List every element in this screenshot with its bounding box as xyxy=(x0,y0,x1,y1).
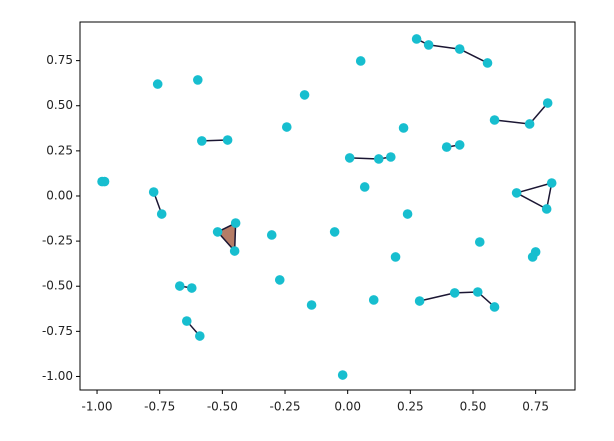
point xyxy=(402,209,413,219)
x-tick-label: -1.00 xyxy=(82,400,113,414)
edge xyxy=(516,192,548,210)
point xyxy=(174,281,185,291)
point xyxy=(148,187,159,197)
point xyxy=(390,252,401,262)
point xyxy=(482,58,493,68)
point xyxy=(99,176,110,187)
y-tick-label: -1.00 xyxy=(42,369,73,383)
point xyxy=(195,331,205,341)
edge xyxy=(494,119,530,125)
point xyxy=(152,79,163,89)
point xyxy=(299,90,310,100)
point xyxy=(546,178,557,188)
y-tick-label: 0.75 xyxy=(46,53,73,67)
x-tick-label: -0.25 xyxy=(269,400,300,414)
edge xyxy=(419,292,455,302)
point xyxy=(229,246,240,256)
point xyxy=(186,283,197,293)
point xyxy=(472,287,483,297)
point xyxy=(489,302,500,312)
point xyxy=(306,300,317,310)
point xyxy=(449,288,460,298)
x-tick-label: 0.00 xyxy=(334,400,361,414)
point xyxy=(274,275,285,285)
y-tick-label: 0.00 xyxy=(46,188,73,202)
point xyxy=(266,230,277,240)
point xyxy=(281,122,292,132)
point xyxy=(454,140,465,150)
point xyxy=(411,34,422,44)
point xyxy=(423,40,434,50)
y-tick-label: -0.50 xyxy=(42,279,73,293)
point xyxy=(527,252,538,262)
edge xyxy=(516,182,552,194)
point xyxy=(542,98,553,108)
point xyxy=(385,152,396,162)
y-tick-label: -0.75 xyxy=(42,324,73,338)
point xyxy=(222,135,233,145)
edge xyxy=(349,157,379,160)
point xyxy=(355,56,366,66)
point xyxy=(474,237,485,247)
point xyxy=(454,44,465,54)
y-tick-label: 0.25 xyxy=(46,143,73,157)
x-tick-label: 0.25 xyxy=(397,400,424,414)
point xyxy=(156,209,167,219)
point xyxy=(329,227,340,237)
point xyxy=(197,136,207,146)
edge xyxy=(459,48,488,64)
point xyxy=(373,154,384,164)
x-tick-label: 0.50 xyxy=(460,400,487,414)
x-tick-label: 0.75 xyxy=(522,400,549,414)
plot-frame xyxy=(79,21,576,391)
edge xyxy=(428,44,460,50)
point xyxy=(212,227,223,237)
point xyxy=(441,142,452,152)
point xyxy=(344,153,355,163)
point xyxy=(489,115,500,125)
point xyxy=(230,218,241,228)
point xyxy=(511,188,522,198)
point xyxy=(368,295,379,305)
point xyxy=(541,204,552,214)
y-tick-label: -0.25 xyxy=(42,234,73,248)
point xyxy=(414,296,425,306)
point xyxy=(524,119,535,129)
y-tick-label: 0.50 xyxy=(46,98,73,112)
point xyxy=(337,370,348,380)
point xyxy=(192,75,203,85)
point xyxy=(398,123,409,133)
x-tick-label: -0.50 xyxy=(207,400,238,414)
x-tick-label: -0.75 xyxy=(144,400,175,414)
point xyxy=(181,316,192,326)
point xyxy=(359,182,370,192)
